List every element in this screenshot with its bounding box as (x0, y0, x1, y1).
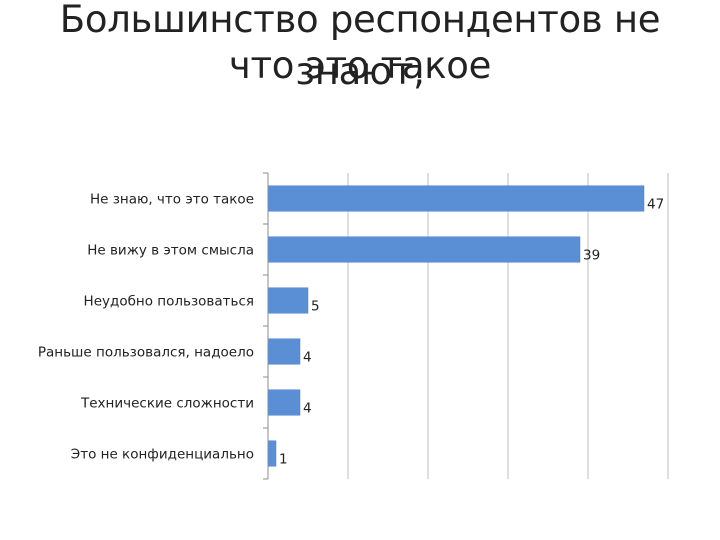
data-label: 5 (311, 299, 320, 315)
value-labels: 47 39 5 4 4 1 (279, 197, 664, 468)
category-label: Технические сложности (80, 396, 254, 412)
bar (267, 338, 301, 365)
data-label: 39 (583, 248, 600, 264)
bars (267, 185, 645, 467)
data-label: 1 (279, 452, 288, 468)
y-axis (263, 172, 269, 480)
chart-title-line-1: Большинство респондентов не знают, (59, 0, 661, 93)
category-label: Не знаю, что это такое (90, 192, 254, 208)
category-labels: Не знаю, что это такое Не вижу в этом смы… (38, 192, 254, 463)
chart-title-line-2: что это такое (228, 44, 492, 87)
bar (267, 440, 277, 467)
bar (267, 236, 581, 263)
category-label: Не вижу в этом смысла (87, 243, 254, 259)
data-label: 4 (303, 350, 312, 366)
gridlines (347, 173, 669, 479)
bar (267, 287, 309, 314)
category-label: Это не конфиденциально (71, 447, 254, 463)
bar (267, 389, 301, 416)
data-label: 4 (303, 401, 312, 417)
category-label: Раньше пользовался, надоело (38, 345, 254, 361)
category-label: Неудобно пользоваться (84, 294, 254, 310)
bar (267, 185, 645, 212)
data-label: 47 (647, 197, 664, 213)
